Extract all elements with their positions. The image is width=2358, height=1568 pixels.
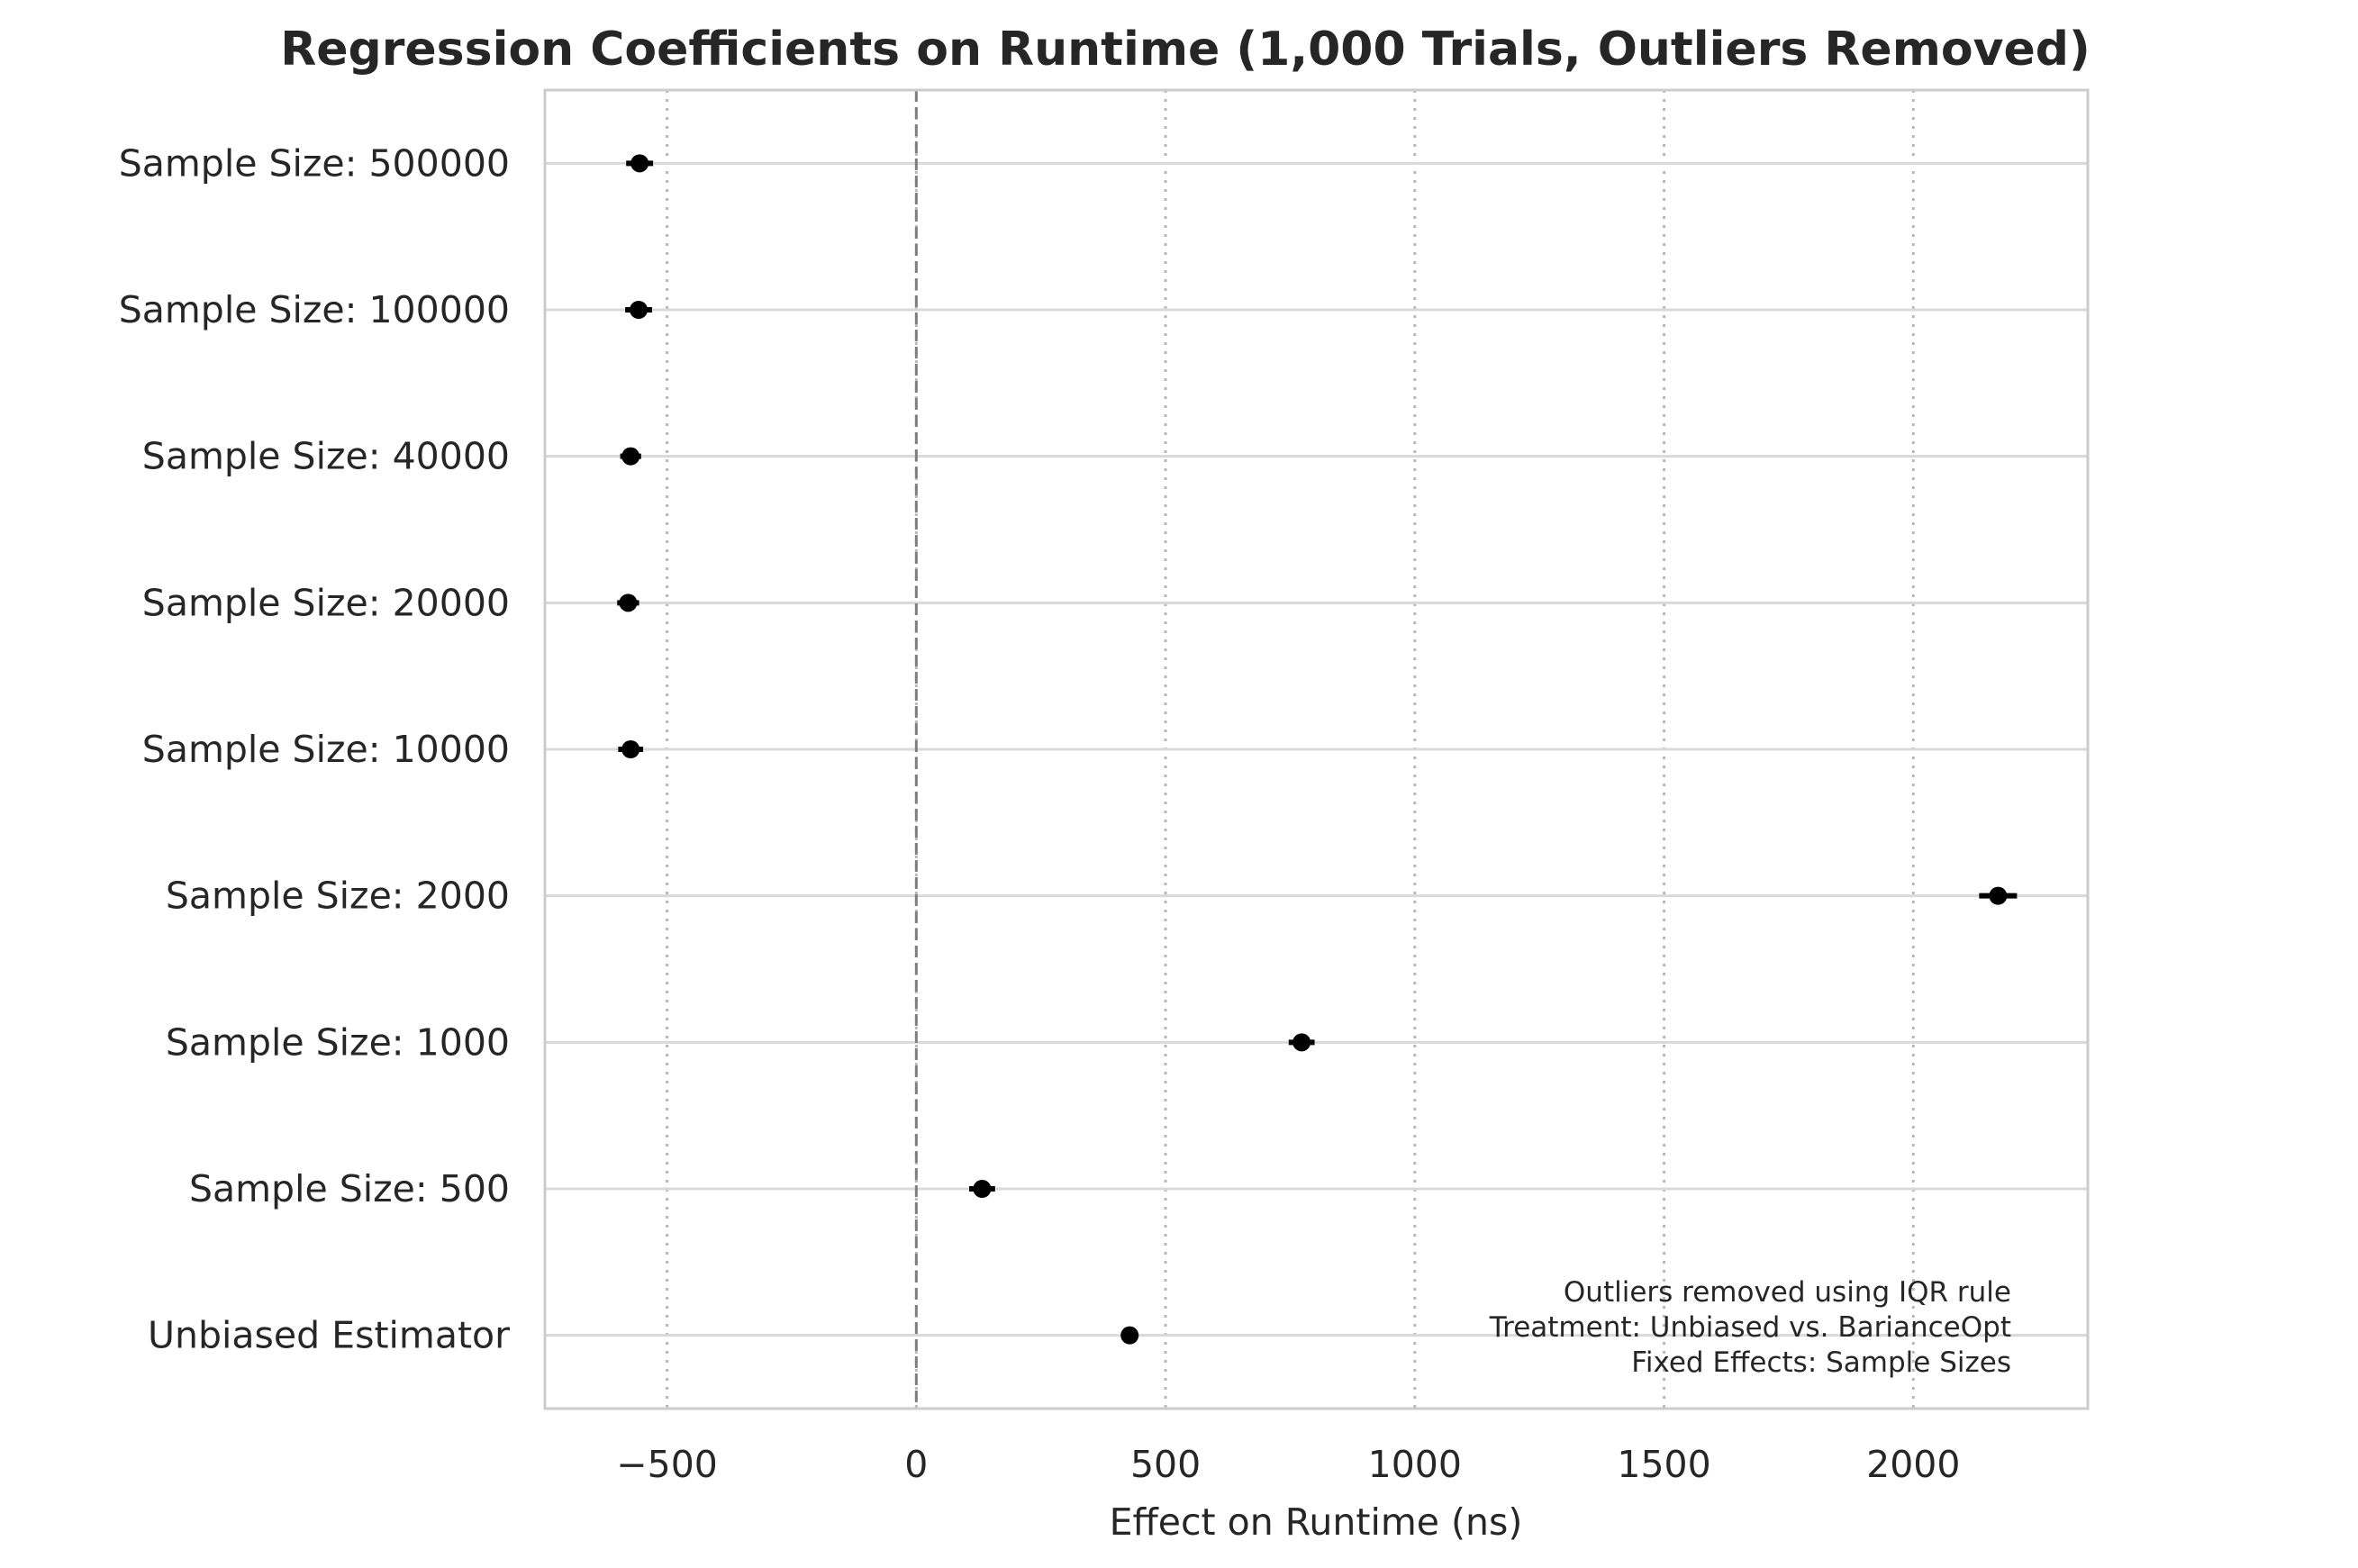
x-axis-label: Effect on Runtime (ns) [1110, 1500, 1523, 1544]
coefficient-point [1989, 886, 2008, 905]
y-tick-label: Sample Size: 10000 [142, 728, 510, 771]
coefficient-point [630, 154, 649, 173]
y-tick-label: Sample Size: 100000 [119, 288, 510, 331]
y-tick-label: Unbiased Estimator [148, 1314, 510, 1357]
y-tick-label: Sample Size: 20000 [142, 581, 510, 624]
annotation-line: Outliers removed using IQR rule [1564, 1276, 2011, 1309]
marks-layer [617, 154, 2018, 1345]
x-tick-label: 2000 [1866, 1443, 1960, 1486]
x-tick-label: 0 [904, 1443, 928, 1486]
x-tick-label: 500 [1130, 1443, 1201, 1486]
plot-frame [543, 88, 2090, 1410]
coefficient-point [973, 1180, 992, 1198]
x-tick-label: 1000 [1368, 1443, 1462, 1486]
y-tick-label: Sample Size: 2000 [166, 875, 510, 918]
x-tick-labels: −500 0 500 1000 1500 2000 [616, 1443, 1960, 1486]
grid-layer [545, 90, 2088, 1409]
y-tick-label: Sample Size: 500 [189, 1167, 510, 1210]
annotation-line: Fixed Effects: Sample Sizes [1631, 1346, 2011, 1379]
coefficient-point [1120, 1326, 1139, 1345]
annotation-line: Treatment: Unbiased vs. BarianceOpt [1489, 1311, 2011, 1344]
x-tick-label: 1500 [1617, 1443, 1710, 1486]
x-tick-label: −500 [616, 1443, 718, 1486]
chart-title: Regression Coefficients on Runtime (1,00… [280, 23, 2090, 77]
coefficient-point [630, 301, 648, 319]
coefficient-point [621, 740, 640, 758]
y-tick-label: Sample Size: 1000 [166, 1020, 510, 1064]
y-tick-labels: Sample Size: 500000 Sample Size: 100000 Sa… [119, 141, 510, 1356]
coefficient-point [619, 594, 638, 612]
y-tick-label: Sample Size: 40000 [142, 435, 510, 478]
y-tick-label: Sample Size: 500000 [119, 141, 510, 185]
coefficient-point [1292, 1033, 1311, 1052]
annotation-box: Outliers removed using IQR ruleTreatment… [1489, 1276, 2011, 1379]
coefficient-point [621, 447, 640, 466]
